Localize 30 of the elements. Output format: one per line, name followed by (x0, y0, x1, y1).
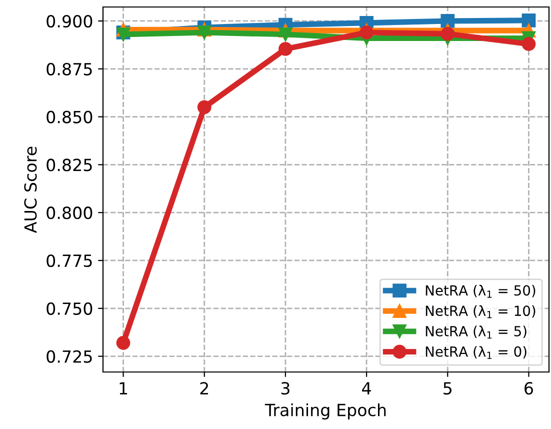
x-tick-label: 2 (200, 382, 208, 394)
y-tick-label: 0.750 (46, 302, 92, 315)
x-tick-label: 6 (524, 382, 533, 395)
point (522, 13, 536, 28)
point (116, 336, 130, 350)
y-tick-label: 0.875 (46, 62, 92, 76)
y-tick-label: 0.725 (46, 350, 92, 363)
x-axis-title: Training Epoch (264, 403, 386, 420)
y-tick-label: 0.900 (46, 14, 92, 28)
x-tick-label: 3 (281, 382, 290, 395)
point (278, 42, 292, 56)
point (360, 26, 374, 40)
legend-label: NetRA (λ$_{1}$ = 0) (426, 346, 526, 359)
point (197, 26, 212, 40)
y-tick-label: 0.800 (46, 206, 92, 220)
legend-label: NetRA (λ$_{1}$ = 5) (426, 326, 526, 338)
point (278, 27, 292, 42)
x-tick-label: 5 (444, 382, 452, 395)
point (197, 100, 212, 114)
y-tick-label: 0.825 (46, 158, 92, 172)
point (440, 26, 455, 41)
x-tick-label: 4 (362, 382, 371, 394)
y-tick-label: 0.850 (46, 110, 92, 124)
y-tick-label: 0.775 (46, 254, 92, 268)
x-tick-label: 1 (120, 382, 128, 394)
legend-label: NetRA (λ$_{1}$ = 10) (426, 305, 536, 318)
point (440, 14, 455, 28)
legend-label: NetRA (λ$_{1}$ = 50) (426, 284, 536, 298)
point (522, 37, 536, 51)
y-axis-title: AUC Score (24, 146, 37, 233)
